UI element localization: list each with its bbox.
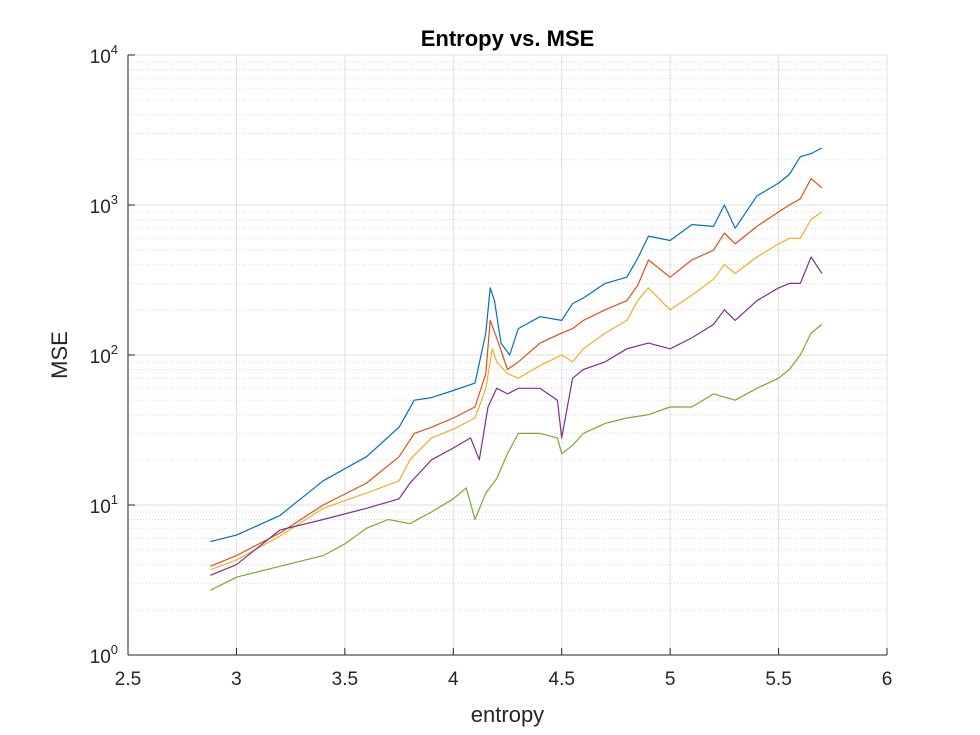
x-tick-label: 4 (448, 669, 459, 690)
y-tick-label: 103 (90, 192, 118, 218)
x-tick-label: 4.5 (549, 669, 575, 690)
x-axis-label: entropy (471, 702, 544, 727)
series-layer (210, 147, 823, 591)
axes (127, 54, 888, 656)
y-tick-label: 100 (90, 642, 118, 668)
y-tick-labels: 100 101 102 103 104 (90, 42, 118, 668)
series-line-5 (210, 323, 823, 591)
x-tick-label: 5 (665, 669, 676, 690)
series-line-1 (210, 147, 823, 543)
series-line-4 (210, 256, 823, 576)
x-tick-labels: 2.5 3 3.5 4 4.5 5 5.5 6 (115, 669, 893, 690)
x-tick-label: 3.5 (332, 669, 358, 690)
chart-title: Entropy vs. MSE (421, 26, 595, 51)
x-tick-label: 6 (882, 669, 893, 690)
x-tick-label: 5.5 (765, 669, 791, 690)
y-tick-label: 102 (90, 342, 118, 368)
series-line-3 (210, 211, 823, 571)
x-tick-label: 2.5 (115, 669, 141, 690)
y-tick-label: 104 (90, 42, 118, 68)
y-axis-label: MSE (47, 331, 72, 379)
minor-grid (128, 61, 887, 611)
y-tick-label: 101 (90, 492, 118, 518)
x-tick-label: 3 (231, 669, 242, 690)
series-line-2 (210, 178, 823, 567)
